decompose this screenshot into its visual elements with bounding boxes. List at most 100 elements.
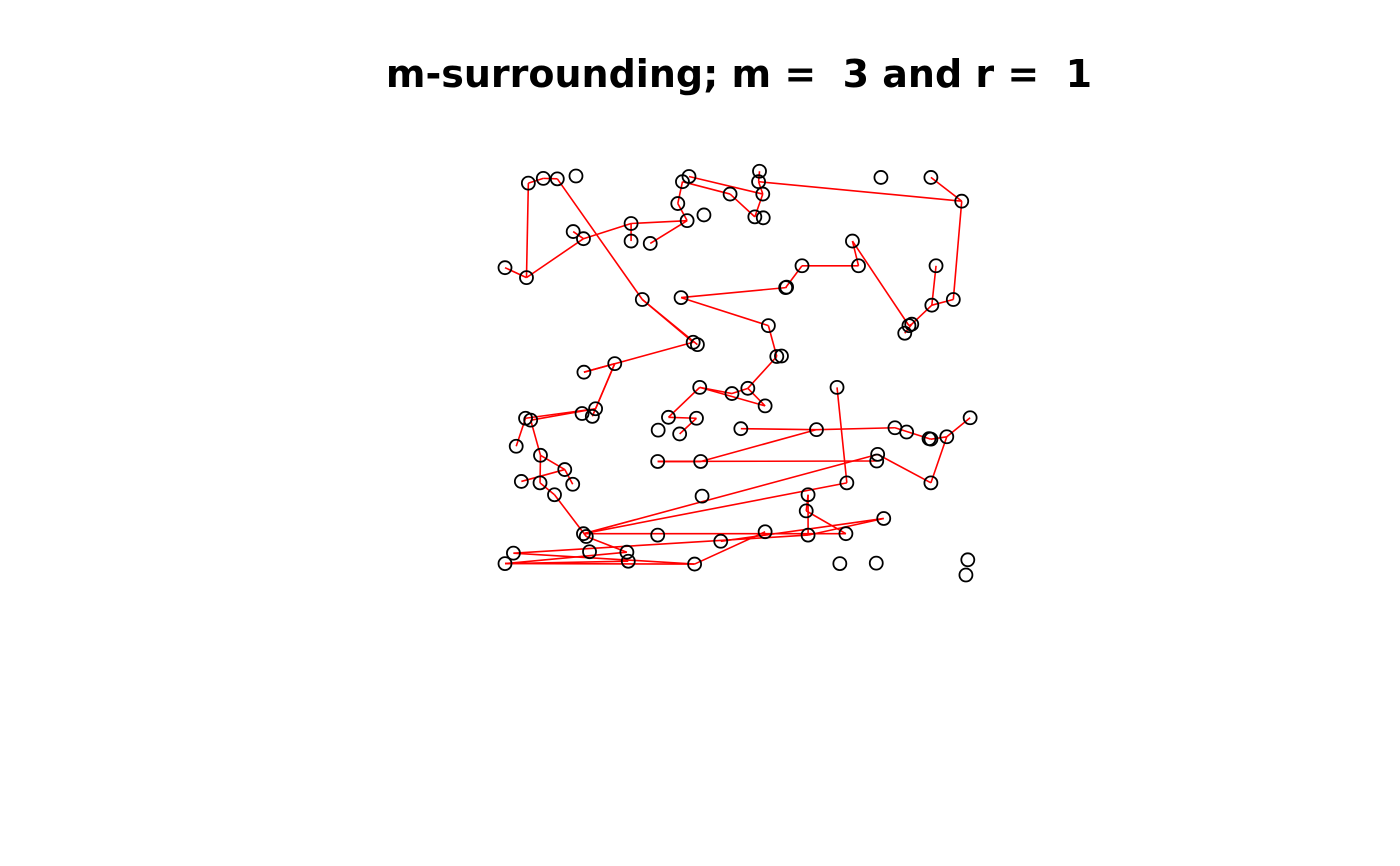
data-point <box>769 349 785 364</box>
chart-title: m-surrounding; m = 3 and r = 1 <box>385 52 1093 96</box>
edge-segment <box>679 417 698 435</box>
edge-segment <box>680 296 769 327</box>
edge-segment <box>526 238 584 279</box>
data-point <box>576 231 591 247</box>
edge-segment <box>767 325 778 357</box>
data-point <box>574 406 590 421</box>
data-point <box>945 292 961 307</box>
data-point <box>713 533 729 549</box>
data-point <box>634 292 650 307</box>
edge-segment <box>740 427 817 431</box>
data-point <box>497 556 513 571</box>
edge-segment <box>583 222 632 240</box>
data-point <box>508 438 524 454</box>
data-point <box>832 556 848 571</box>
edge-segment <box>688 175 763 195</box>
edge-layer <box>504 171 971 565</box>
data-point <box>661 409 676 425</box>
data-point <box>923 170 939 185</box>
data-point <box>829 379 845 395</box>
data-point <box>809 422 824 438</box>
edge-segment <box>720 517 884 543</box>
data-point <box>582 544 597 560</box>
data-point <box>650 422 666 438</box>
data-point <box>623 233 639 249</box>
data-point <box>873 170 889 185</box>
data-point <box>760 318 776 334</box>
data-point <box>557 462 573 477</box>
data-point <box>851 258 866 274</box>
data-point <box>690 337 705 353</box>
edge-segment <box>539 482 556 496</box>
edge-segment <box>836 387 848 483</box>
edge-segment <box>816 426 895 431</box>
data-point <box>513 474 529 489</box>
data-point <box>870 446 886 462</box>
data-point <box>642 236 658 251</box>
data-point <box>755 186 771 202</box>
edge-segment <box>677 181 684 204</box>
data-point <box>576 364 592 380</box>
data-point <box>565 476 581 492</box>
edge-segment <box>513 552 695 565</box>
data-point <box>532 475 548 491</box>
edge-segment <box>594 363 616 410</box>
data-point <box>901 318 917 334</box>
edge-segment <box>700 428 817 463</box>
data-point <box>506 545 521 561</box>
edge-segment <box>931 298 954 306</box>
edge-segment <box>525 183 530 278</box>
data-point <box>757 398 773 414</box>
edge-segment <box>758 180 962 202</box>
data-point <box>722 186 738 202</box>
data-point <box>520 175 536 191</box>
edge-segment <box>699 386 766 407</box>
edge-segment <box>851 240 910 327</box>
data-point <box>774 348 789 364</box>
edge-segment <box>785 265 803 289</box>
data-point <box>839 475 855 491</box>
data-point <box>568 168 584 184</box>
data-point <box>800 527 816 543</box>
edge-segment <box>682 180 731 195</box>
edge-segment <box>540 454 566 471</box>
edge-segment <box>513 534 809 554</box>
data-point <box>845 233 860 249</box>
data-point <box>757 524 773 540</box>
data-point <box>755 210 771 226</box>
data-point <box>897 325 913 341</box>
data-point <box>923 431 939 447</box>
edge-segment <box>930 436 948 484</box>
edge-segment <box>877 453 932 484</box>
data-point <box>620 553 636 569</box>
data-point <box>576 526 591 542</box>
data-point <box>497 260 513 276</box>
edge-segment <box>908 323 913 327</box>
data-point <box>694 488 710 504</box>
data-point <box>923 475 939 491</box>
data-point <box>692 379 708 395</box>
data-point <box>523 412 539 428</box>
data-point <box>924 297 940 313</box>
data-point <box>650 454 666 469</box>
data-point <box>778 280 794 296</box>
edge-segment <box>757 171 761 182</box>
edge-segment <box>631 219 688 225</box>
data-point <box>724 386 740 401</box>
edge-segment <box>911 304 933 325</box>
edge-segment <box>530 407 596 421</box>
data-point <box>619 544 635 560</box>
data-point <box>869 453 885 469</box>
point-layer <box>497 163 978 583</box>
data-point <box>578 529 594 544</box>
data-point <box>693 454 709 469</box>
data-point <box>679 213 695 229</box>
data-point <box>547 487 562 503</box>
data-point <box>588 401 603 417</box>
data-point <box>623 216 639 231</box>
data-point <box>650 527 666 543</box>
data-point <box>687 556 703 572</box>
data-point <box>696 207 712 223</box>
data-point <box>960 552 976 568</box>
